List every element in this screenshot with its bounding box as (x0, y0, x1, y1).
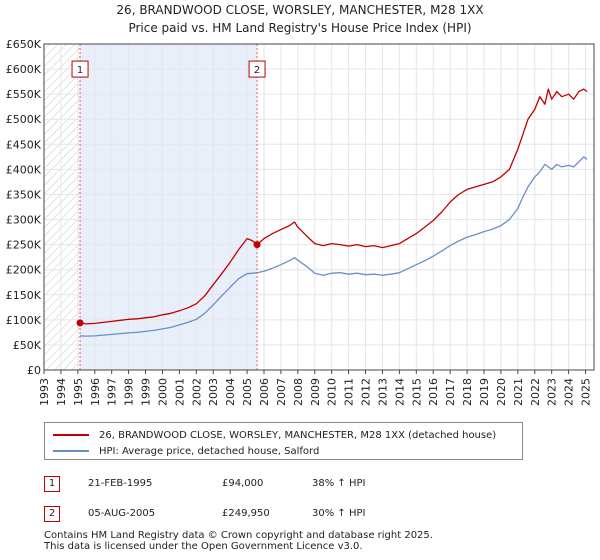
y-tick-label: £150K (6, 289, 42, 302)
y-tick-label: £350K (6, 188, 42, 201)
x-tick-label: 2015 (410, 378, 423, 406)
x-tick-label: 2010 (326, 378, 339, 406)
x-tick-label: 2006 (258, 378, 271, 406)
series-layer (79, 88, 588, 337)
x-tick-label: 1998 (123, 378, 136, 406)
footer-copyright: Contains HM Land Registry data © Crown c… (44, 530, 433, 541)
y-tick-label: £0 (27, 364, 41, 377)
y-tick-label: £100K (6, 314, 42, 327)
sale-marker-label: 2 (254, 65, 260, 76)
x-tick-label: 2003 (207, 378, 220, 406)
x-tick-label: 2013 (376, 378, 389, 406)
shaded-region (80, 44, 258, 370)
x-tick-label: 1995 (72, 378, 85, 406)
sale-date: 21-FEB-1995 (88, 478, 153, 489)
sale-marker-badge: 2 (44, 506, 60, 522)
x-tick-label: 1994 (55, 378, 68, 406)
x-tick-label: 2004 (224, 378, 237, 406)
x-tick-label: 2007 (275, 378, 288, 406)
grid-lines (43, 43, 594, 371)
legend-label-property: 26, BRANDWOOD CLOSE, WORSLEY, MANCHESTER… (99, 429, 497, 441)
legend-line-hpi (53, 450, 89, 452)
x-tick-label: 2008 (292, 378, 305, 406)
x-tick-label: 1997 (106, 378, 119, 406)
legend-item-property: 26, BRANDWOOD CLOSE, WORSLEY, MANCHESTER… (53, 428, 496, 442)
y-tick-label: £50K (13, 339, 42, 352)
x-tick-label: 2019 (478, 378, 491, 406)
x-tick-label: 2016 (427, 378, 440, 406)
price-chart: 26, BRANDWOOD CLOSE, WORSLEY, MANCHESTER… (6, 3, 595, 406)
legend-line-property (53, 434, 89, 436)
x-tick-label: 2024 (563, 378, 576, 406)
y-tick-label: £300K (6, 214, 42, 227)
x-tick-label: 1999 (140, 378, 153, 406)
y-tick-label: £450K (6, 138, 42, 151)
sale-marker-badge: 1 (44, 476, 60, 492)
y-tick-label: £250K (6, 239, 42, 252)
x-tick-label: 2020 (495, 378, 508, 406)
chart-subtitle: Price paid vs. HM Land Registry's House … (128, 21, 471, 35)
y-tick-label: £400K (6, 163, 42, 176)
plot-background (44, 44, 594, 370)
chart-title: 26, BRANDWOOD CLOSE, WORSLEY, MANCHESTER… (116, 3, 483, 17)
x-tick-label: 1996 (89, 378, 102, 406)
x-tick-label: 2011 (343, 378, 356, 406)
sale-marker-box (248, 60, 266, 78)
footer: Contains HM Land Registry data © Crown c… (44, 530, 433, 552)
y-tick-label: £550K (6, 88, 42, 101)
sale-hpi-change: 30% ↑ HPI (312, 508, 366, 519)
sale-date: 05-AUG-2005 (88, 508, 156, 519)
sale-point (253, 241, 261, 249)
series-line-hpi (79, 156, 588, 337)
x-tick-label: 2005 (241, 378, 254, 406)
sale-price: £249,950 (222, 508, 270, 519)
y-axis: £0 £50K £100K £150K £200K £250K £300K £350K £400… (6, 38, 42, 377)
x-tick-label: 2009 (309, 378, 322, 406)
x-tick-label: 2001 (173, 378, 186, 406)
y-tick-label: £200K (6, 264, 42, 277)
legend-label-hpi: HPI: Average price, detached house, Salf… (99, 445, 320, 457)
sale-hpi-change: 38% ↑ HPI (312, 478, 366, 489)
sale-row: 2 05-AUG-2005 £249,950 30% ↑ HPI (44, 506, 544, 526)
x-tick-label: 2012 (360, 378, 373, 406)
y-tick-label: £600K (6, 63, 42, 76)
x-tick-label: 1993 (38, 378, 51, 406)
legend-item-hpi: HPI: Average price, detached house, Salf… (53, 444, 319, 458)
x-axis: 1993 1994 1995 1996 1997 1998 1999 2000 2001 2002… (38, 43, 595, 406)
footer-licence: This data is licensed under the Open Gov… (44, 541, 363, 552)
x-tick-label: 2021 (512, 378, 525, 406)
x-tick-label: 2017 (444, 378, 457, 406)
x-tick-label: 2014 (393, 378, 406, 406)
y-tick-label: £650K (6, 38, 42, 51)
sale-marker-box (71, 60, 89, 78)
x-tick-label: 2023 (546, 378, 559, 406)
sale-point (76, 319, 84, 327)
sale-marker-label: 1 (77, 65, 83, 76)
x-tick-label: 2018 (461, 378, 474, 406)
series-line-property (79, 88, 588, 325)
y-tick-label: £500K (6, 113, 42, 126)
legend: 26, BRANDWOOD CLOSE, WORSLEY, MANCHESTER… (44, 422, 523, 460)
sale-price: £94,000 (222, 478, 264, 489)
plot-border (43, 43, 595, 371)
sale-row: 1 21-FEB-1995 £94,000 38% ↑ HPI (44, 476, 544, 496)
x-tick-label: 2025 (580, 378, 593, 406)
hatched-region (44, 44, 81, 370)
x-tick-label: 2000 (156, 378, 169, 406)
x-tick-label: 2022 (529, 378, 542, 406)
x-tick-label: 2002 (190, 378, 203, 406)
